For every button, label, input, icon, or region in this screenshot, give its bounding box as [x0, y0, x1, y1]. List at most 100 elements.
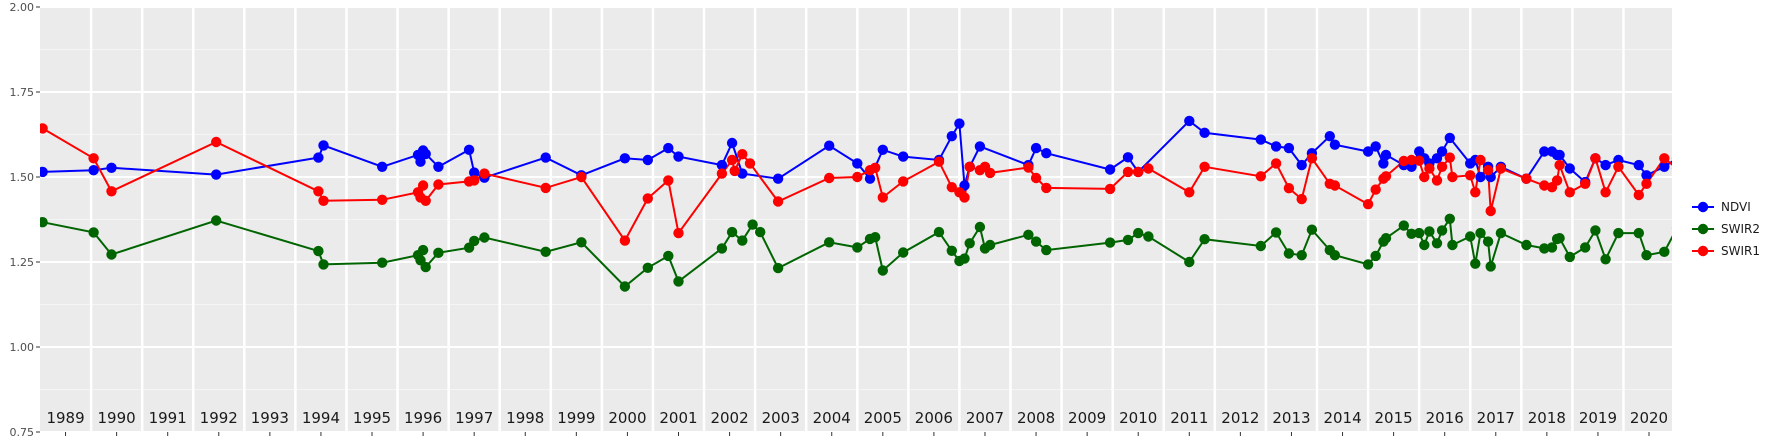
data-point-swir1 — [1444, 152, 1456, 163]
data-point-swir1 — [1641, 178, 1652, 189]
data-point-swir1 — [1398, 155, 1410, 167]
legend-key-point — [1697, 201, 1709, 213]
data-point-ndvi — [898, 151, 909, 162]
year-label: 1996 — [404, 409, 442, 427]
data-point-swir1 — [1431, 175, 1443, 186]
data-point-swir2 — [469, 235, 480, 247]
data-point-ndvi — [1329, 139, 1341, 150]
data-point-swir1 — [1419, 171, 1430, 183]
data-point-ndvi — [433, 161, 444, 172]
data-point-swir1 — [1680, 156, 1690, 166]
y-tick-label: 2.00 — [10, 1, 35, 14]
year-label: 2017 — [1477, 409, 1515, 427]
y-axis: 0.75 1.00 1.25 1.50 1.75 2.00 — [10, 1, 40, 439]
data-point-swir2 — [1485, 261, 1496, 272]
data-point-ndvi — [1370, 141, 1381, 152]
data-point-swir1 — [772, 196, 784, 207]
data-point-swir1 — [642, 193, 653, 204]
data-point-swir1 — [1296, 193, 1307, 205]
data-point-ndvi — [1600, 159, 1611, 171]
data-point-swir1 — [1143, 163, 1154, 174]
data-point-ndvi — [642, 154, 653, 166]
data-point-swir2 — [642, 262, 653, 273]
data-point-swir1 — [318, 195, 329, 206]
data-point-swir1 — [1199, 161, 1210, 172]
data-point-swir1 — [824, 172, 835, 184]
data-point-ndvi — [1362, 146, 1374, 157]
data-point-ndvi — [1283, 142, 1295, 154]
legend-label-ndvi: NDVI — [1721, 200, 1751, 214]
year-label: 1992 — [200, 409, 238, 427]
year-label: 2002 — [710, 409, 748, 427]
data-point-swir1 — [964, 161, 975, 172]
data-point-swir2 — [824, 237, 835, 248]
data-point-swir1 — [1659, 153, 1670, 164]
data-point-swir2 — [1546, 242, 1558, 253]
data-point-swir2 — [313, 245, 324, 257]
data-point-ndvi — [1718, 154, 1728, 164]
year-label: 2003 — [762, 409, 800, 427]
data-point-swir2 — [1122, 234, 1134, 246]
data-point-swir2 — [1580, 242, 1591, 253]
data-point-ndvi — [88, 165, 99, 176]
year-label: 2008 — [1017, 409, 1055, 427]
year-label: 1999 — [557, 409, 595, 427]
year-label: 2015 — [1375, 409, 1413, 427]
data-point-swir1 — [1380, 171, 1392, 182]
data-point-ndvi — [852, 158, 863, 169]
data-point-swir2 — [1436, 225, 1448, 236]
data-point-swir2 — [417, 244, 429, 256]
year-label: 1989 — [46, 409, 84, 427]
data-point-ndvi — [1659, 161, 1670, 172]
data-point-swir2 — [1270, 227, 1282, 238]
data-point-swir2 — [1495, 227, 1507, 239]
data-point-ndvi — [824, 140, 835, 151]
data-point-ndvi — [1539, 146, 1550, 157]
data-point-swir1 — [877, 192, 888, 203]
data-point-swir1 — [1104, 183, 1116, 195]
data-point-swir1 — [673, 227, 684, 239]
y-tick-label: 1.50 — [10, 171, 35, 184]
data-point-swir2 — [1255, 240, 1267, 252]
data-point-swir2 — [1143, 231, 1154, 242]
year-label: 2014 — [1323, 409, 1361, 427]
data-point-swir1 — [420, 195, 431, 206]
data-point-ndvi — [1041, 148, 1052, 159]
data-point-swir2 — [211, 215, 222, 226]
data-point-swir2 — [1419, 239, 1430, 251]
data-point-swir1 — [1283, 183, 1295, 194]
data-point-swir2 — [88, 227, 99, 238]
data-point-ndvi — [877, 144, 888, 155]
data-point-swir1 — [1465, 170, 1476, 181]
data-point-ndvi — [1199, 127, 1210, 138]
data-point-swir1 — [1521, 173, 1532, 184]
data-point-swir2 — [852, 242, 863, 253]
year-label: 2004 — [813, 409, 851, 427]
year-label: 2000 — [608, 409, 646, 427]
data-point-ndvi — [726, 137, 738, 149]
data-point-swir1 — [619, 235, 631, 246]
data-point-ndvi — [974, 141, 986, 152]
data-point-swir1 — [1436, 161, 1448, 172]
data-point-ndvi — [1436, 146, 1448, 157]
data-point-swir1 — [729, 165, 740, 177]
legend-label-swir2: SWIR2 — [1721, 222, 1760, 236]
data-point-swir2 — [933, 226, 945, 238]
data-point-ndvi — [420, 148, 431, 160]
data-point-ndvi — [1728, 151, 1738, 161]
data-point-ndvi — [1255, 134, 1267, 145]
data-point-ndvi — [106, 162, 117, 173]
grid-lines — [40, 6, 1672, 433]
legend-key-point — [1697, 245, 1709, 257]
data-point-swir1 — [1633, 189, 1645, 201]
data-point-swir1 — [1590, 153, 1601, 164]
data-point-swir2 — [1329, 250, 1341, 261]
data-point-ndvi — [40, 166, 48, 178]
year-label: 1998 — [506, 409, 544, 427]
data-point-swir2 — [1030, 236, 1042, 247]
data-point-swir2 — [1671, 226, 1672, 230]
data-point-swir2 — [1613, 227, 1624, 239]
data-point-swir2 — [1659, 246, 1670, 257]
data-point-swir1 — [1270, 158, 1282, 169]
data-point-swir1 — [1041, 182, 1052, 194]
